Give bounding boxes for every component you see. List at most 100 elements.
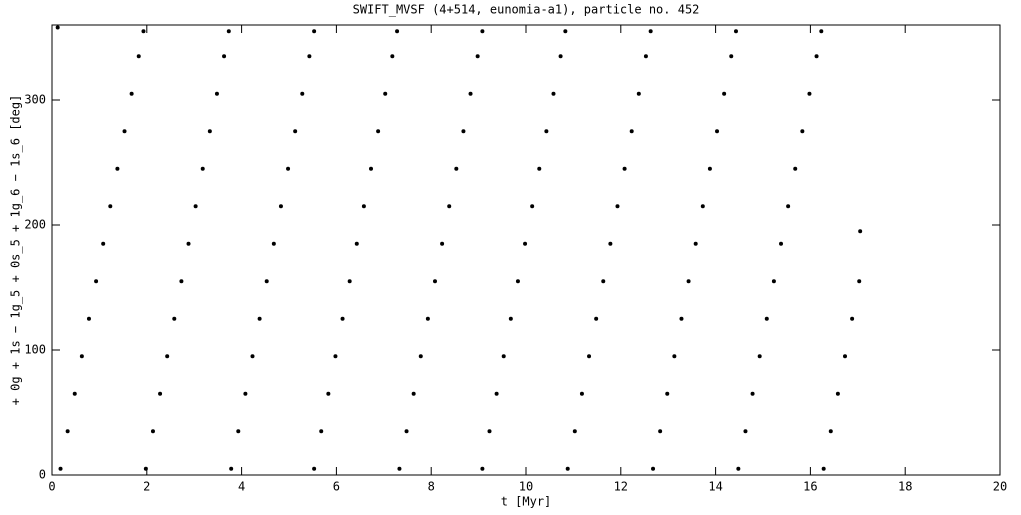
point (172, 316, 177, 321)
point (551, 91, 556, 96)
point (771, 279, 776, 284)
point (733, 29, 738, 34)
point (658, 429, 663, 434)
point (480, 466, 485, 471)
point (828, 429, 833, 434)
point (807, 91, 812, 96)
x-tick-label: 12 (614, 480, 628, 494)
point (608, 241, 613, 246)
point (207, 129, 212, 134)
point (340, 316, 345, 321)
point (523, 241, 528, 246)
point (715, 129, 720, 134)
x-tick-label: 8 (428, 480, 435, 494)
point (293, 129, 298, 134)
point (278, 204, 283, 209)
point (558, 54, 563, 59)
point (487, 429, 492, 434)
point (141, 29, 146, 34)
point (743, 429, 748, 434)
point (158, 391, 163, 396)
point (312, 466, 317, 471)
point (454, 166, 459, 171)
point (729, 54, 734, 59)
point (757, 354, 762, 359)
point (636, 91, 641, 96)
point (354, 241, 359, 246)
point (307, 54, 312, 59)
point (129, 91, 134, 96)
point (179, 279, 184, 284)
point (779, 241, 784, 246)
point (563, 29, 568, 34)
point (94, 279, 99, 284)
point (857, 279, 862, 284)
point (648, 29, 653, 34)
point (835, 391, 840, 396)
y-tick-label: 0 (39, 468, 46, 482)
point (165, 354, 170, 359)
x-tick-label: 4 (238, 480, 245, 494)
point (615, 204, 620, 209)
point (79, 354, 84, 359)
point (821, 466, 826, 471)
point (257, 316, 262, 321)
point (72, 391, 77, 396)
point (390, 54, 395, 59)
point (312, 29, 317, 34)
point (494, 391, 499, 396)
point (222, 54, 227, 59)
x-tick-label: 6 (333, 480, 340, 494)
point (101, 241, 106, 246)
point (587, 354, 592, 359)
point (214, 91, 219, 96)
point (722, 91, 727, 96)
point (333, 354, 338, 359)
point (369, 166, 374, 171)
point (651, 466, 656, 471)
point (319, 429, 324, 434)
point (286, 166, 291, 171)
point (229, 466, 234, 471)
point (468, 91, 473, 96)
point (530, 204, 535, 209)
y-axis-label: + 0g + 1s − 1g_5 + 0s_5 + 1g_6 − 1s_6 [d… (9, 95, 23, 406)
point (508, 316, 513, 321)
point (361, 204, 366, 209)
point (395, 29, 400, 34)
point (858, 229, 863, 234)
point (693, 241, 698, 246)
point (383, 91, 388, 96)
x-tick-label: 0 (48, 480, 55, 494)
chart-title: SWIFT_MVSF (4+514, eunomia-a1), particle… (353, 3, 700, 17)
x-tick-label: 2 (143, 480, 150, 494)
point (579, 391, 584, 396)
point (622, 166, 627, 171)
point (432, 279, 437, 284)
point (300, 91, 305, 96)
point (707, 166, 712, 171)
point (447, 204, 452, 209)
point (193, 204, 198, 209)
plot-frame (51, 24, 1001, 476)
point (86, 316, 91, 321)
point (665, 391, 670, 396)
point (814, 54, 819, 59)
x-tick-label: 14 (708, 480, 722, 494)
point (150, 429, 155, 434)
point (594, 316, 599, 321)
point (347, 279, 352, 284)
point (143, 466, 148, 471)
point (200, 166, 205, 171)
point (136, 54, 141, 59)
point (65, 429, 70, 434)
point (736, 466, 741, 471)
y-tick-label: 200 (24, 218, 46, 232)
point (686, 279, 691, 284)
point (271, 241, 276, 246)
point (186, 241, 191, 246)
point (679, 316, 684, 321)
point (750, 391, 755, 396)
point (480, 29, 485, 34)
